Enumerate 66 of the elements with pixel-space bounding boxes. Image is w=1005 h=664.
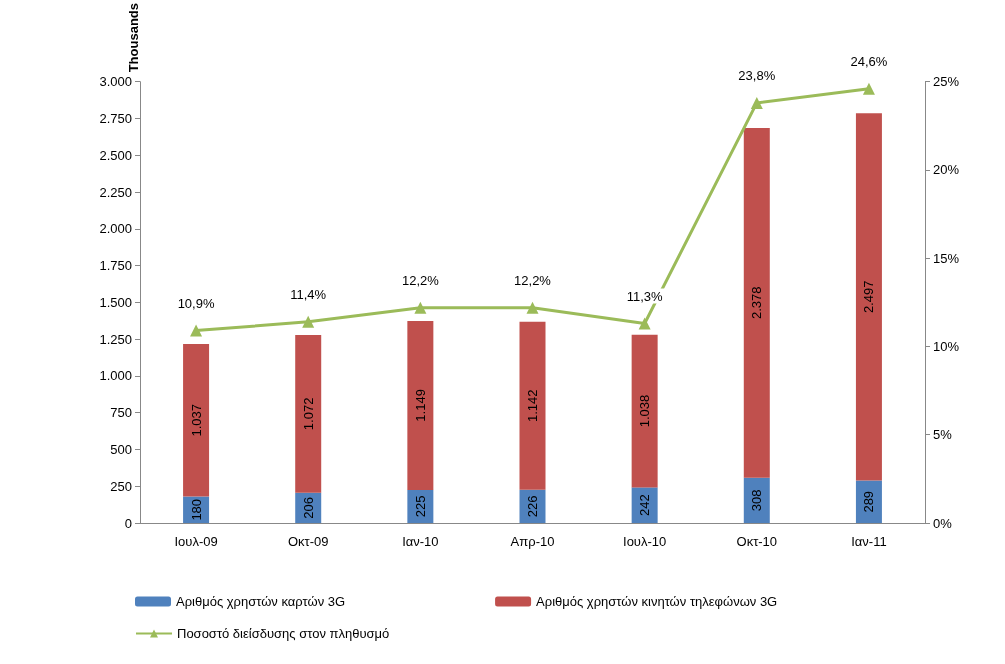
x-tick-label: Οκτ-10 — [736, 534, 778, 549]
x-tick-label: Ιαν-11 — [851, 534, 887, 549]
data-label: 1.072 — [300, 397, 316, 431]
y2-tick-label: 15% — [933, 250, 960, 266]
data-label: 10,9% — [177, 295, 215, 311]
data-label: 308 — [749, 489, 765, 512]
y-tick-label: 500 — [110, 441, 132, 457]
data-label: 226 — [525, 495, 540, 518]
y-tick-label: 0 — [124, 515, 132, 531]
data-label: 1.142 — [525, 389, 540, 423]
bar — [295, 335, 322, 493]
x-tick-label: Οκτ-09 — [287, 534, 329, 549]
point — [190, 324, 203, 337]
bar — [407, 320, 434, 490]
data-label: 180 — [188, 498, 204, 521]
data-label: 24,6% — [850, 53, 888, 69]
y-tick-label: 3.000 — [99, 74, 132, 90]
data-label: 225 — [412, 495, 428, 518]
y-tick-label: 250 — [110, 478, 132, 494]
point — [414, 301, 427, 314]
legend-label: Αριθμός χρηστών κινητών τηλεφώνων 3G — [536, 594, 778, 609]
point — [862, 82, 875, 95]
y2-tick-label: 5% — [933, 427, 953, 443]
y2-tick-label: 0% — [933, 515, 953, 531]
data-label: 2.497 — [861, 280, 877, 314]
y-tick-label: 1.250 — [99, 331, 132, 347]
data-label: 12,2% — [401, 272, 440, 288]
y-axis-title: Thousands — [126, 3, 141, 73]
bar — [631, 334, 658, 488]
x-tick-label: Ιουλ-10 — [623, 534, 667, 549]
data-label: 1.037 — [188, 403, 204, 437]
y-tick-label: 1.500 — [99, 294, 132, 310]
bar — [519, 321, 546, 490]
x-tick-label: Απρ-10 — [510, 534, 555, 549]
data-label: 206 — [300, 497, 316, 519]
y-tick-label: 1.750 — [99, 258, 132, 274]
point — [302, 315, 315, 328]
data-label: 23,8% — [738, 67, 776, 83]
legend-label: Ποσοστό διείσδυσης στον πληθυσμό — [177, 626, 390, 641]
bar — [183, 343, 210, 497]
y-tick-label: 1.000 — [99, 368, 132, 384]
y2-tick-label: 25% — [933, 74, 960, 90]
bar — [631, 487, 658, 523]
point — [526, 301, 539, 314]
data-label: 1.038 — [637, 394, 653, 428]
data-label: 1.149 — [412, 389, 428, 422]
legend-label: Αριθμός χρηστών καρτών 3G — [176, 594, 346, 609]
data-label: 289 — [861, 490, 877, 513]
bar — [855, 113, 882, 481]
y-tick-label: 2.750 — [99, 111, 132, 127]
data-label: 11,3% — [626, 288, 664, 304]
x-tick-label: Ιαν-10 — [402, 534, 439, 549]
x-tick-label: Ιουλ-09 — [174, 534, 218, 549]
data-label: 242 — [637, 494, 653, 517]
bar — [743, 127, 770, 478]
y-tick-label: 750 — [110, 405, 132, 421]
y2-tick-label: 20% — [933, 162, 960, 178]
data-label: 11,4% — [290, 286, 327, 302]
data-label: 2.378 — [749, 286, 765, 320]
y2-tick-label: 10% — [933, 338, 960, 354]
point — [750, 96, 763, 109]
point — [638, 317, 651, 330]
data-label: 12,2% — [514, 272, 552, 288]
y-tick-label: 2.500 — [99, 147, 132, 163]
y-tick-label: 2.000 — [99, 221, 132, 237]
y-tick-label: 2.250 — [99, 184, 132, 200]
